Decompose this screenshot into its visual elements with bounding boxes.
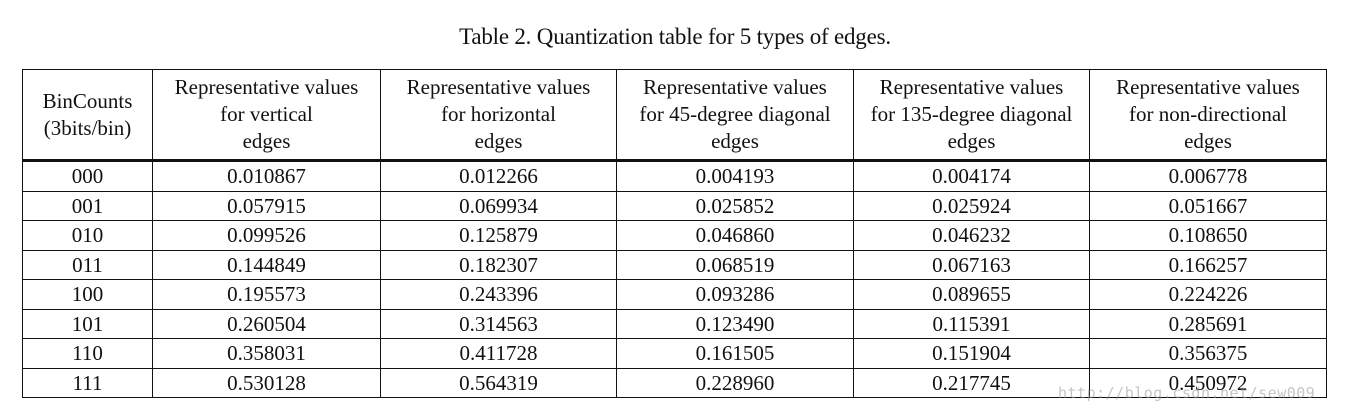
bin-code-cell: 010	[22, 220, 153, 251]
diag45-value-cell: 0.025852	[616, 190, 854, 221]
table-row: 011 0.144849 0.182307 0.068519 0.067163 …	[22, 249, 1327, 280]
table-body: 000 0.010867 0.012266 0.004193 0.004174 …	[22, 160, 1327, 398]
header-45-diagonal: Representative values for 45-degree diag…	[616, 69, 854, 161]
horizontal-value-cell: 0.182307	[380, 249, 617, 280]
header-line: (3bits/bin)	[43, 115, 132, 140]
vertical-value-cell: 0.530128	[152, 367, 381, 398]
table-caption: Table 2. Quantization table for 5 types …	[459, 24, 891, 49]
header-bincounts: BinCounts (3bits/bin)	[22, 69, 153, 161]
horizontal-value-cell: 0.012266	[380, 160, 617, 192]
horizontal-value-cell: 0.125879	[380, 220, 617, 251]
quantization-table: BinCounts (3bits/bin) Representative val…	[22, 69, 1327, 398]
header-line: Representative values	[406, 75, 591, 99]
bin-code-cell: 111	[22, 367, 153, 398]
diag135-value-cell: 0.046232	[853, 220, 1090, 251]
header-line: for horizontal	[441, 102, 556, 126]
nondirectional-value-cell: 0.285691	[1089, 308, 1327, 339]
horizontal-value-cell: 0.069934	[380, 190, 617, 221]
nondirectional-value-cell: 0.450972	[1089, 367, 1327, 398]
vertical-value-cell: 0.099526	[152, 220, 381, 251]
diag45-value-cell: 0.093286	[616, 279, 854, 310]
bin-code-cell: 100	[22, 279, 153, 310]
header-horizontal: Representative values for horizontal edg…	[380, 69, 617, 161]
diag135-value-cell: 0.217745	[853, 367, 1090, 398]
diag135-value-cell: 0.004174	[853, 160, 1090, 192]
header-line: Representative values	[1116, 75, 1300, 99]
header-135-diagonal: Representative values for 135-degree dia…	[853, 69, 1090, 161]
bin-code-cell: 011	[22, 249, 153, 280]
header-row: BinCounts (3bits/bin) Representative val…	[22, 69, 1327, 161]
nondirectional-value-cell: 0.108650	[1089, 220, 1327, 251]
header-line: for 45-degree diagonal	[639, 102, 831, 126]
table-header: BinCounts (3bits/bin) Representative val…	[22, 69, 1327, 161]
vertical-value-cell: 0.260504	[152, 308, 381, 339]
watermark: http://blog.csdn.net/sew009	[1058, 384, 1316, 402]
diag135-value-cell: 0.151904	[853, 338, 1090, 369]
diag45-value-cell: 0.123490	[616, 308, 854, 339]
vertical-value-cell: 0.195573	[152, 279, 381, 310]
bin-code-cell: 101	[22, 308, 153, 339]
header-line: for non-directional	[1128, 102, 1288, 126]
vertical-value-cell: 0.358031	[152, 338, 381, 369]
diag45-value-cell: 0.161505	[616, 338, 854, 369]
nondirectional-value-cell: 0.356375	[1089, 338, 1327, 369]
header-non-directional: Representative values for non-directiona…	[1089, 69, 1327, 161]
vertical-value-cell: 0.057915	[152, 190, 381, 221]
header-line: for vertical	[220, 102, 313, 126]
horizontal-value-cell: 0.564319	[380, 367, 617, 398]
table-row: 000 0.010867 0.012266 0.004193 0.004174 …	[22, 160, 1327, 192]
vertical-value-cell: 0.010867	[152, 160, 381, 192]
bin-code-cell: 001	[22, 190, 153, 221]
bin-code-cell: 110	[22, 338, 153, 369]
diag135-value-cell: 0.067163	[853, 249, 1090, 280]
table-row: 100 0.195573 0.243396 0.093286 0.089655 …	[22, 279, 1327, 310]
header-line: edges	[242, 129, 291, 153]
horizontal-value-cell: 0.411728	[380, 338, 617, 369]
horizontal-value-cell: 0.314563	[380, 308, 617, 339]
nondirectional-value-cell: 0.006778	[1089, 160, 1327, 192]
header-line: for 135-degree diagonal	[870, 102, 1073, 126]
diag45-value-cell: 0.046860	[616, 220, 854, 251]
vertical-value-cell: 0.144849	[152, 249, 381, 280]
table-row: 101 0.260504 0.314563 0.123490 0.115391 …	[22, 308, 1327, 339]
header-line: edges	[474, 129, 523, 153]
table-row: 001 0.057915 0.069934 0.025852 0.025924 …	[22, 190, 1327, 221]
nondirectional-value-cell: 0.166257	[1089, 249, 1327, 280]
bin-code-cell: 000	[22, 160, 153, 192]
diag135-value-cell: 0.089655	[853, 279, 1090, 310]
diag135-value-cell: 0.115391	[853, 308, 1090, 339]
header-line: Representative values	[643, 75, 827, 99]
header-line: Representative values	[174, 75, 359, 99]
header-line: BinCounts	[42, 88, 133, 113]
diag45-value-cell: 0.004193	[616, 160, 854, 192]
header-line: edges	[1184, 129, 1232, 153]
header-line: edges	[711, 129, 759, 153]
table-row: 110 0.358031 0.411728 0.161505 0.151904 …	[22, 338, 1327, 369]
nondirectional-value-cell: 0.224226	[1089, 279, 1327, 310]
diag45-value-cell: 0.228960	[616, 367, 854, 398]
table-row: 010 0.099526 0.125879 0.046860 0.046232 …	[22, 220, 1327, 251]
header-line: edges	[947, 129, 996, 153]
nondirectional-value-cell: 0.051667	[1089, 190, 1327, 221]
diag45-value-cell: 0.068519	[616, 249, 854, 280]
horizontal-value-cell: 0.243396	[380, 279, 617, 310]
table-row: 111 0.530128 0.564319 0.228960 0.217745 …	[22, 367, 1327, 398]
diag135-value-cell: 0.025924	[853, 190, 1090, 221]
header-line: Representative values	[879, 75, 1064, 99]
header-vertical: Representative values for vertical edges	[152, 69, 381, 161]
